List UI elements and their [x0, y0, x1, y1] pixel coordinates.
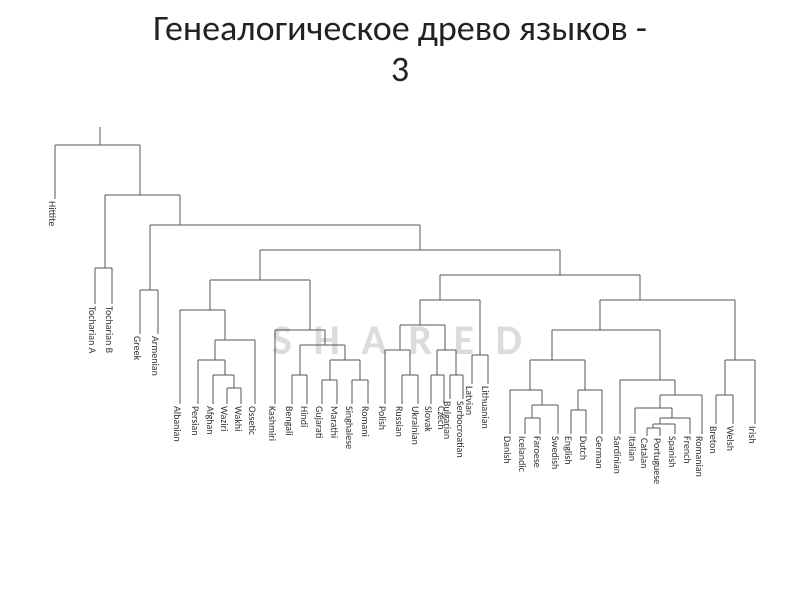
leaf-label: Polish — [376, 406, 389, 430]
leaf-label: Romanian — [693, 436, 706, 477]
leaf-label: Catalan — [638, 438, 651, 468]
leaf-label: German — [593, 436, 606, 469]
leaf-label: Singhalese — [343, 406, 356, 449]
leaf-label: Tocharian A — [86, 306, 99, 353]
leaf-label: Tocharian B — [103, 306, 116, 353]
leaf-label: Breton — [707, 426, 720, 454]
leaf-label: Ossetic — [246, 406, 259, 435]
leaf-label: Lithuanian — [479, 386, 492, 429]
leaf-label: Russian — [393, 406, 406, 437]
leaf-label: Portuguese — [651, 438, 664, 484]
leaf-label: Slovak — [422, 406, 435, 432]
leaf-label: Greek — [131, 336, 144, 360]
leaf-label: Marathi — [328, 406, 341, 438]
leaf-label: Kashmiri — [266, 406, 279, 441]
leaf-label: Latvian — [463, 386, 476, 415]
leaf-label: English — [562, 436, 575, 465]
leaf-label: Wakhi — [232, 406, 245, 431]
leaf-label: Bengali — [283, 406, 296, 436]
leaf-label: Romani — [359, 406, 372, 437]
leaf-label: Faroese — [531, 436, 544, 468]
leaf-label: Icelandic — [516, 436, 529, 472]
leaf-label: Ukrainian — [409, 406, 422, 445]
leaf-label: Spanish — [666, 436, 679, 467]
leaf-label: Bulgarian — [441, 401, 454, 439]
leaf-label: Afghan — [204, 406, 217, 435]
leaf-label: Hindi — [298, 406, 311, 427]
dendrogram-svg — [0, 0, 800, 600]
leaf-label: Irish — [746, 426, 759, 443]
leaf-label: Sardinian — [611, 436, 624, 474]
leaf-label: Dutch — [577, 436, 590, 460]
leaf-label: Armenian — [149, 336, 162, 376]
leaf-label: Gujarati — [313, 406, 326, 438]
leaf-label: Persian — [189, 406, 202, 436]
leaf-label: Albanian — [171, 406, 184, 442]
leaf-label: Welsh — [724, 426, 737, 451]
leaf-label: Hittite — [46, 201, 59, 226]
leaf-label: Danish — [501, 436, 514, 464]
leaf-label: Swedish — [549, 436, 562, 469]
leaf-label: Waziri — [218, 406, 231, 431]
